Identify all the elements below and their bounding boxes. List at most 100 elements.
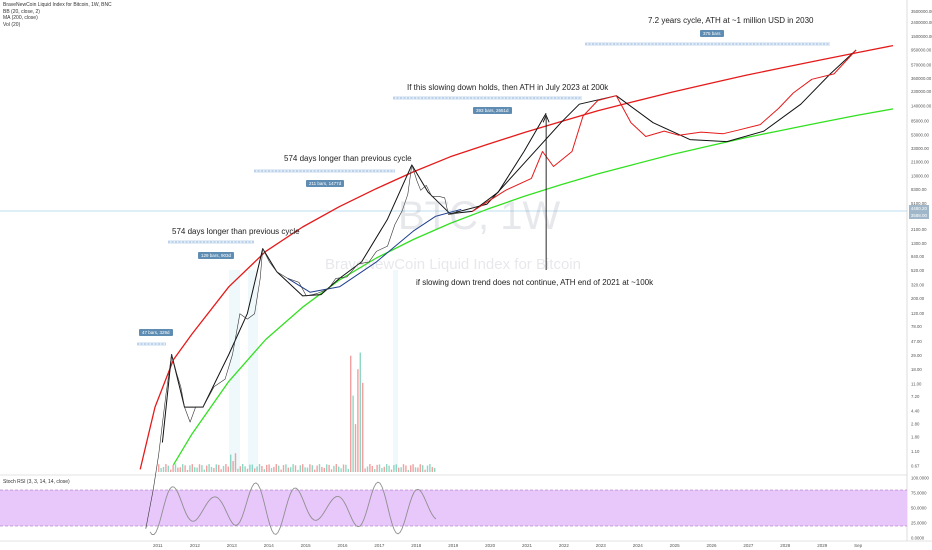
volume-bar <box>170 469 172 472</box>
y-tick-label: 11.00 <box>911 381 922 386</box>
x-tick-label: 2012 <box>190 543 201 548</box>
stoch-tick-label: 0.0000 <box>911 536 925 541</box>
volume-bar <box>335 464 337 472</box>
volume-bar <box>172 465 174 472</box>
highlight-band <box>393 270 398 470</box>
ma-price-tag: 3588.00 <box>908 212 929 219</box>
badge-375-bars: 375 bars <box>700 30 724 37</box>
volume-bar <box>414 467 417 472</box>
volume-bar <box>424 469 426 472</box>
volume-bar <box>290 467 292 472</box>
stoch-k-line <box>149 481 437 535</box>
support-curve <box>172 108 894 466</box>
volume-bar <box>390 469 393 472</box>
volume-bar <box>273 466 275 472</box>
volume-bar <box>294 465 297 472</box>
x-tick-label: 2024 <box>633 543 644 548</box>
volume-bar <box>364 468 366 472</box>
volume-bar <box>254 468 256 472</box>
volume-bar <box>280 469 282 472</box>
volume-bar <box>419 464 421 472</box>
volume-bar <box>395 464 397 472</box>
volume-bar <box>405 465 407 472</box>
volume-bar <box>309 464 311 472</box>
y-tick-label: 320.00 <box>911 282 925 287</box>
volume-bar <box>333 465 335 472</box>
volume-bar <box>182 464 184 472</box>
y-tick-label: 520.00 <box>911 268 925 273</box>
annotation-cycle-2013: 574 days longer than previous cycle <box>172 227 300 236</box>
y-tick-label: 5100.00 <box>911 201 927 206</box>
volume-bar <box>410 465 412 472</box>
volume-bar <box>278 465 280 472</box>
x-tick-label: 2019 <box>448 543 459 548</box>
volume-bar <box>434 467 436 472</box>
y-tick-label: 200.00 <box>911 296 925 301</box>
x-tick-label: 2015 <box>301 543 312 548</box>
legend-bb: BB (20, close, 2) <box>3 8 40 15</box>
projection-path <box>472 49 857 212</box>
volume-bar <box>388 465 390 472</box>
volume-bar <box>275 464 277 472</box>
stoch-band <box>0 490 907 526</box>
volume-bar <box>311 465 313 472</box>
volume-bar <box>244 466 246 472</box>
y-tick-label: 0.67 <box>911 464 920 469</box>
x-tick-label: 2029 <box>817 543 828 548</box>
x-tick-label: 2023 <box>596 543 607 548</box>
legend-title: BraveNewCoin Liquid Index for Bitcoin, 1… <box>3 2 112 8</box>
volume-bar <box>220 469 222 472</box>
last-price-tag: 4480.20 <box>908 205 929 212</box>
stoch-tick-label: 25.0000 <box>911 521 927 526</box>
x-tick-label: 2013 <box>227 543 238 548</box>
badge-393-bars: 393 bars, 2651d <box>473 107 512 114</box>
chart-legend: BraveNewCoin Liquid Index for Bitcoin, 1… <box>3 2 112 28</box>
volume-bar <box>285 464 287 472</box>
volume-bar <box>321 466 323 472</box>
volume-bar <box>201 465 203 472</box>
cycle-arc-projection <box>450 49 857 215</box>
volume-bar <box>222 465 225 472</box>
volume-bar <box>184 465 186 472</box>
volume-bar <box>342 464 345 472</box>
volume-bar <box>393 465 395 472</box>
y-tick-label: 85000.00 <box>911 118 930 123</box>
y-tick-label: 3500000.00 <box>911 9 932 14</box>
volume-bar <box>402 464 405 472</box>
volume-bar <box>246 468 249 472</box>
y-tick-label: 7.20 <box>911 394 920 399</box>
volume-bar <box>357 369 359 472</box>
x-tick-label: 2016 <box>338 543 349 548</box>
volume-bar <box>186 469 189 472</box>
volume-bar <box>352 395 354 472</box>
volume-bar <box>345 464 347 472</box>
volume-bar <box>266 464 268 472</box>
volume-bar <box>198 464 201 472</box>
x-tick-label: 2014 <box>264 543 275 548</box>
badge-47-bars: 47 bars, 329d <box>139 329 173 336</box>
volume-bar <box>196 467 198 472</box>
y-tick-label: 570000.00 <box>911 62 932 67</box>
volume-bar <box>210 466 213 472</box>
volume-bar <box>350 355 352 472</box>
y-tick-label: 1300.00 <box>911 241 927 246</box>
volume-bar <box>177 467 179 472</box>
volume-bar <box>369 464 371 472</box>
volume-bar <box>426 465 429 472</box>
resistance-curve <box>139 44 894 470</box>
volume-bar <box>398 467 400 472</box>
volume-bar <box>251 464 253 472</box>
highlight-band <box>248 270 258 470</box>
y-tick-label: 840.00 <box>911 254 925 259</box>
volume-bar <box>323 467 325 472</box>
x-tick-label: 2011 <box>153 543 163 548</box>
volume-bar <box>191 464 193 472</box>
volume-bar <box>338 466 340 472</box>
volume-bar <box>378 464 381 472</box>
volume-bar <box>381 468 383 472</box>
volume-bar <box>299 465 301 472</box>
y-tick-label: 13000.00 <box>911 174 930 179</box>
y-tick-label: 2400000.00 <box>911 20 932 25</box>
volume-bar <box>258 464 261 472</box>
volume-bar <box>256 466 258 472</box>
